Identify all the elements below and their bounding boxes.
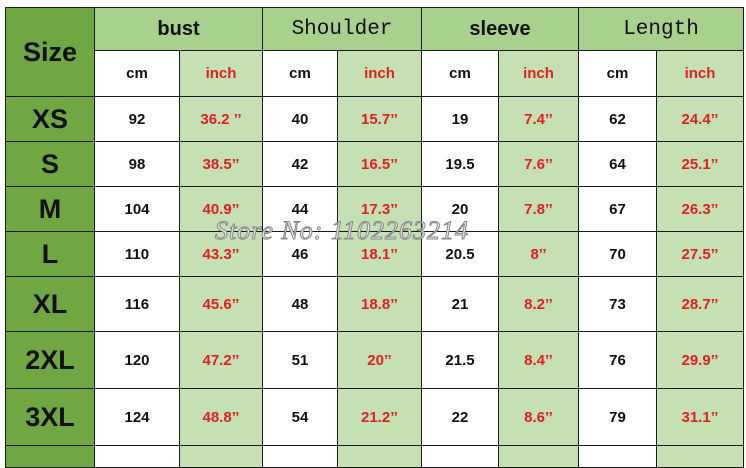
inch-value: 7.6’’ — [498, 141, 579, 187]
inch-value: 29.9’’ — [656, 331, 744, 389]
inch-value: 18.1’’ — [337, 231, 422, 277]
cm-value: 46 — [262, 231, 338, 277]
cm-value: 20 — [421, 186, 499, 232]
unit-cm: cm — [578, 50, 657, 97]
inch-value — [656, 445, 744, 468]
size-label: M — [5, 186, 95, 232]
inch-value — [337, 445, 422, 468]
unit-inch: inch — [498, 50, 579, 97]
inch-value: 36.2 ’’ — [179, 96, 263, 142]
inch-value: 7.4’’ — [498, 96, 579, 142]
cm-value — [94, 445, 180, 468]
inch-value — [179, 445, 263, 468]
inch-value: 25.1’’ — [656, 141, 744, 187]
inch-value: 38.5’’ — [179, 141, 263, 187]
cm-value: 62 — [578, 96, 657, 142]
cm-value: 51 — [262, 331, 338, 389]
inch-value: 48.8’’ — [179, 388, 263, 446]
cm-value — [262, 445, 338, 468]
size-label: L — [5, 231, 95, 277]
cm-value: 73 — [578, 276, 657, 332]
cm-value: 124 — [94, 388, 180, 446]
inch-value: 7.8’’ — [498, 186, 579, 232]
unit-inch: inch — [656, 50, 744, 97]
size-label: S — [5, 141, 95, 187]
size-label: XS — [5, 96, 95, 142]
unit-inch: inch — [179, 50, 263, 97]
inch-value: 16.5’’ — [337, 141, 422, 187]
cm-value: 22 — [421, 388, 499, 446]
cm-value: 110 — [94, 231, 180, 277]
inch-value: 24.4’’ — [656, 96, 744, 142]
cm-value: 92 — [94, 96, 180, 142]
cm-value: 21.5 — [421, 331, 499, 389]
inch-value: 8.4’’ — [498, 331, 579, 389]
cm-value: 76 — [578, 331, 657, 389]
cm-value — [578, 445, 657, 468]
inch-value: 18.8’’ — [337, 276, 422, 332]
inch-value: 8.2’’ — [498, 276, 579, 332]
cm-value: 98 — [94, 141, 180, 187]
inch-value: 8.6’’ — [498, 388, 579, 446]
cm-value: 67 — [578, 186, 657, 232]
cm-value — [421, 445, 499, 468]
inch-value: 45.6’’ — [179, 276, 263, 332]
inch-value: 47.2’’ — [179, 331, 263, 389]
inch-value: 15.7’’ — [337, 96, 422, 142]
inch-value: 43.3’’ — [179, 231, 263, 277]
inch-value — [498, 445, 579, 468]
inch-value: 27.5’’ — [656, 231, 744, 277]
cm-value: 21 — [421, 276, 499, 332]
size-label — [5, 445, 95, 468]
cm-value: 54 — [262, 388, 338, 446]
header-sleeve: sleeve — [421, 7, 579, 51]
size-label: 3XL — [5, 388, 95, 446]
size-label: XL — [5, 276, 95, 332]
inch-value: 17.3’’ — [337, 186, 422, 232]
header-bust: bust — [94, 7, 263, 51]
inch-value: 8’’ — [498, 231, 579, 277]
cm-value: 40 — [262, 96, 338, 142]
cm-value: 64 — [578, 141, 657, 187]
inch-value: 20’’ — [337, 331, 422, 389]
cm-value: 42 — [262, 141, 338, 187]
cm-value: 20.5 — [421, 231, 499, 277]
cm-value: 70 — [578, 231, 657, 277]
unit-inch: inch — [337, 50, 422, 97]
cm-value: 116 — [94, 276, 180, 332]
cm-value: 79 — [578, 388, 657, 446]
cm-value: 19.5 — [421, 141, 499, 187]
cm-value: 104 — [94, 186, 180, 232]
cm-value: 19 — [421, 96, 499, 142]
unit-cm: cm — [421, 50, 499, 97]
size-label: 2XL — [5, 331, 95, 389]
inch-value: 28.7’’ — [656, 276, 744, 332]
unit-cm: cm — [94, 50, 180, 97]
inch-value: 31.1’’ — [656, 388, 744, 446]
cm-value: 44 — [262, 186, 338, 232]
unit-cm: cm — [262, 50, 338, 97]
inch-value: 40.9’’ — [179, 186, 263, 232]
cm-value: 120 — [94, 331, 180, 389]
size-header: Size — [5, 7, 95, 97]
header-shoulder: Shoulder — [262, 7, 422, 51]
inch-value: 26.3’’ — [656, 186, 744, 232]
header-length: Length — [578, 7, 744, 51]
inch-value: 21.2’’ — [337, 388, 422, 446]
cm-value: 48 — [262, 276, 338, 332]
